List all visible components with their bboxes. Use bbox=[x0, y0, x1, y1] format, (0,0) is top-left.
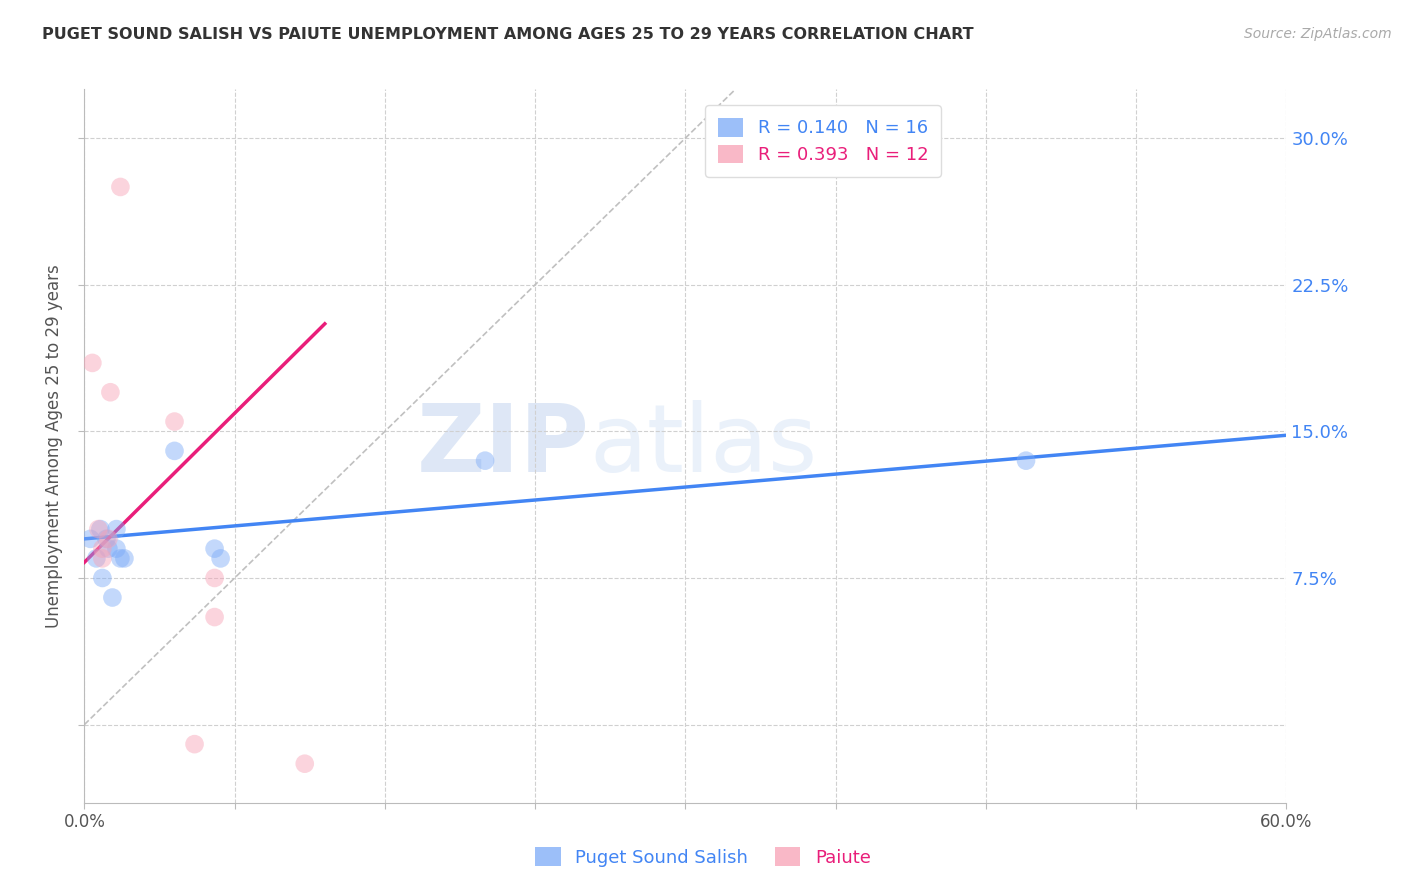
Point bbox=[110, 551, 132, 566]
Point bbox=[204, 610, 226, 624]
Point bbox=[79, 532, 101, 546]
Point bbox=[97, 541, 120, 556]
Text: atlas: atlas bbox=[589, 400, 817, 492]
Point bbox=[474, 453, 496, 467]
Point bbox=[91, 541, 114, 556]
Point bbox=[82, 356, 104, 370]
Point bbox=[87, 522, 110, 536]
Point bbox=[89, 522, 111, 536]
Point bbox=[96, 532, 118, 546]
Point bbox=[204, 541, 226, 556]
Point bbox=[101, 591, 124, 605]
Point bbox=[114, 551, 135, 566]
Legend: Puget Sound Salish, Paiute: Puget Sound Salish, Paiute bbox=[529, 840, 877, 874]
Point bbox=[91, 551, 114, 566]
Point bbox=[105, 522, 128, 536]
Y-axis label: Unemployment Among Ages 25 to 29 years: Unemployment Among Ages 25 to 29 years bbox=[45, 264, 63, 628]
Point bbox=[294, 756, 316, 771]
Point bbox=[1015, 453, 1038, 467]
Point bbox=[97, 532, 120, 546]
Text: Source: ZipAtlas.com: Source: ZipAtlas.com bbox=[1244, 27, 1392, 41]
Point bbox=[163, 443, 186, 458]
Point bbox=[105, 541, 128, 556]
Point bbox=[183, 737, 205, 751]
Point bbox=[209, 551, 232, 566]
Point bbox=[163, 415, 186, 429]
Point bbox=[91, 571, 114, 585]
Point bbox=[86, 551, 108, 566]
Legend: R = 0.140   N = 16, R = 0.393   N = 12: R = 0.140 N = 16, R = 0.393 N = 12 bbox=[706, 105, 941, 177]
Text: ZIP: ZIP bbox=[416, 400, 589, 492]
Point bbox=[100, 385, 122, 400]
Point bbox=[204, 571, 226, 585]
Text: PUGET SOUND SALISH VS PAIUTE UNEMPLOYMENT AMONG AGES 25 TO 29 YEARS CORRELATION : PUGET SOUND SALISH VS PAIUTE UNEMPLOYMEN… bbox=[42, 27, 974, 42]
Point bbox=[110, 180, 132, 194]
